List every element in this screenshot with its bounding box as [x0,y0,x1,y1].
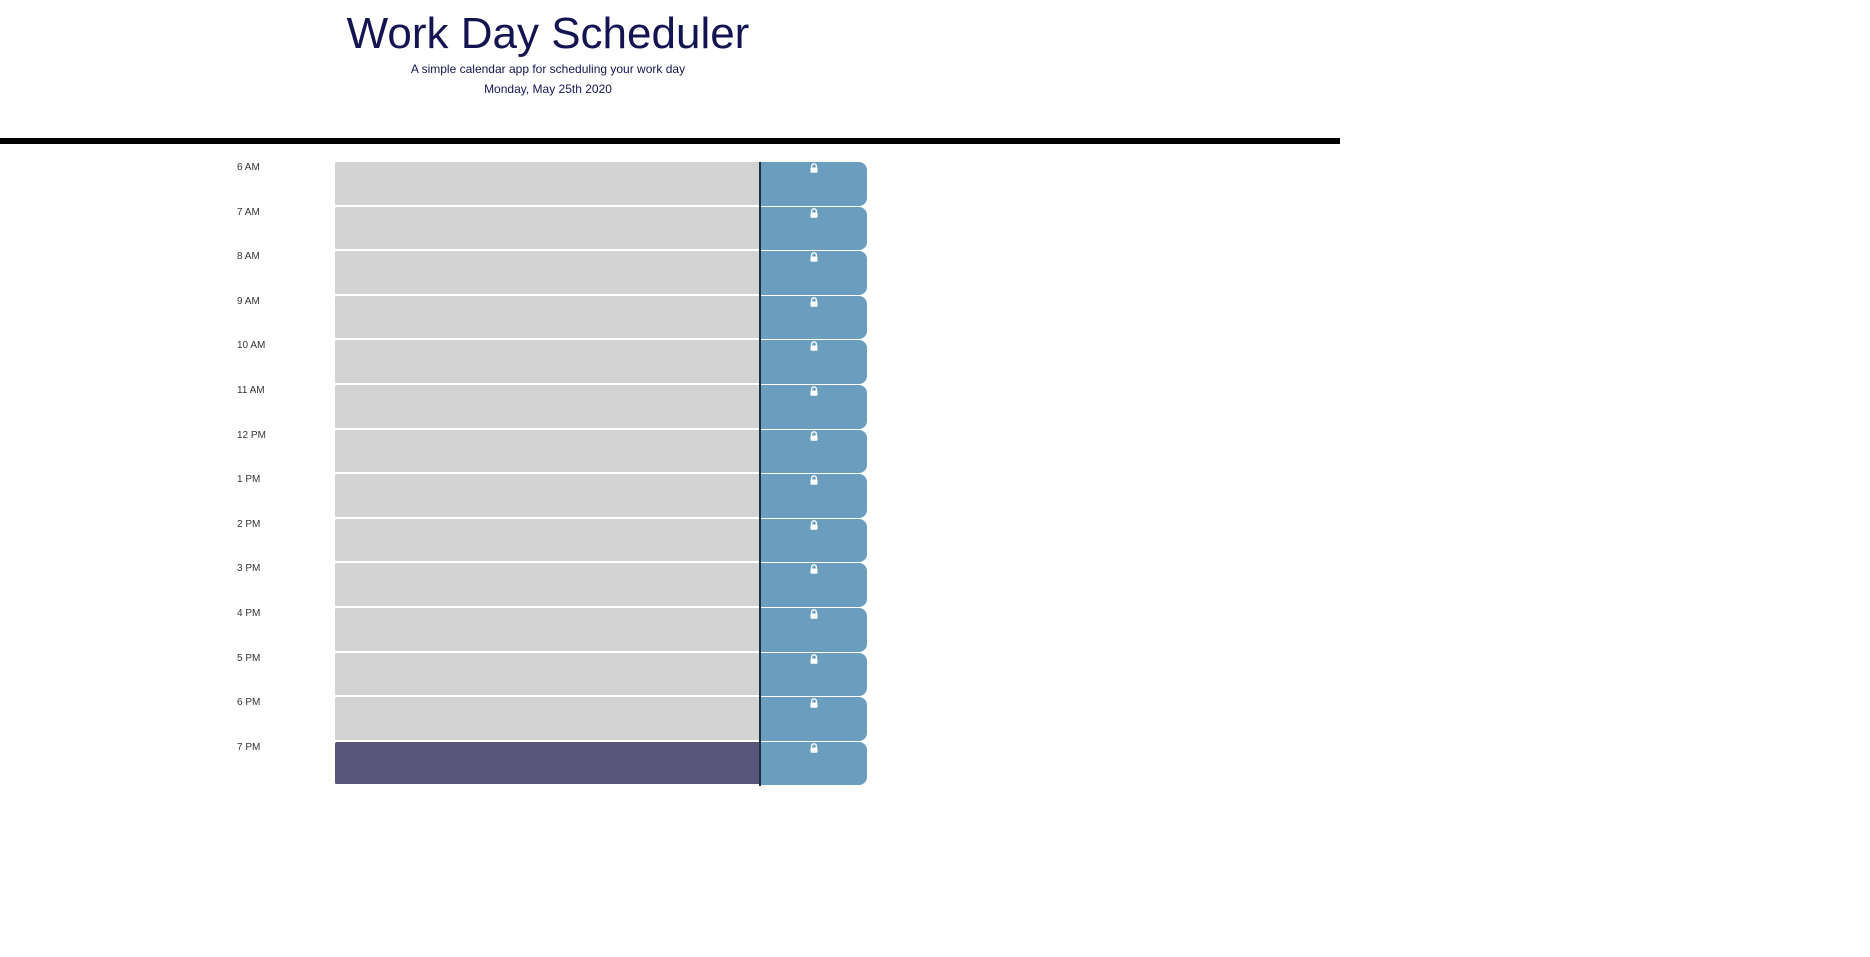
time-block-row: 5 PM [0,652,1340,698]
time-block-row: 7 PM [0,741,1340,787]
hour-label: 3 PM [237,563,261,575]
save-button[interactable] [761,518,867,563]
row-divider [759,206,761,252]
time-block-row: 7 AM [0,206,1340,252]
lock-icon [810,742,818,753]
hour-label: 9 AM [237,295,260,307]
hour-label: 2 PM [237,518,261,530]
save-button[interactable] [761,474,867,518]
task-input[interactable] [335,741,759,786]
task-input[interactable] [335,206,759,251]
lock-icon [810,430,818,441]
time-block-row: 1 PM [0,474,1340,519]
hour-label: 6 PM [237,697,261,709]
time-block-row: 2 PM [0,518,1340,564]
save-button[interactable] [761,697,867,741]
lock-icon [810,698,818,708]
task-input[interactable] [335,384,759,429]
row-divider [759,162,761,207]
task-input[interactable] [335,340,759,384]
lock-icon [810,386,818,396]
hour-label: 7 PM [237,741,261,753]
hour-label: 4 PM [237,607,261,619]
hour-label: 8 AM [237,251,260,263]
row-divider [759,697,761,742]
row-divider [759,607,761,653]
save-button[interactable] [761,340,867,384]
save-button[interactable] [761,429,867,474]
row-divider [759,340,761,385]
hour-label: 6 AM [237,162,260,173]
hour-label: 5 PM [237,652,261,664]
header-divider [0,138,1340,144]
time-block-row: 6 PM [0,697,1340,742]
lock-icon [810,296,818,307]
time-block-row: 6 AM [0,162,1340,207]
hour-label: 1 PM [237,474,261,486]
lock-icon [810,519,818,530]
save-button[interactable] [761,652,867,697]
header: Work Day Scheduler A simple calendar app… [0,0,1340,140]
task-input[interactable] [335,652,759,697]
time-block-row: 12 PM [0,429,1340,475]
lock-icon [810,252,818,262]
hour-label: 11 AM [237,384,265,396]
task-input[interactable] [335,607,759,652]
task-input[interactable] [335,697,759,741]
lock-icon [810,207,818,218]
save-button[interactable] [761,741,867,786]
lock-icon [810,341,818,352]
lock-icon [810,163,818,173]
task-input[interactable] [335,295,759,340]
time-block-row: 3 PM [0,563,1340,608]
hour-label: 7 AM [237,206,260,218]
task-input[interactable] [335,474,759,518]
page-title: Work Day Scheduler [346,9,750,58]
lock-icon [810,564,818,575]
task-input[interactable] [335,429,759,474]
schedule-list: 6 AM 7 AM 8 AM 9 AM 10 AM 11 AM 12 PM 1 PM 2 PM 3… [0,162,1340,787]
lock-icon [810,475,818,485]
row-divider [759,563,761,608]
time-block-row: 10 AM [0,340,1340,385]
task-input[interactable] [335,563,759,607]
row-divider [759,251,761,296]
row-divider [759,384,761,430]
row-divider [759,518,761,564]
row-divider [759,741,761,787]
task-input[interactable] [335,251,759,295]
save-button[interactable] [761,607,867,652]
save-button[interactable] [761,206,867,251]
page-subtitle: A simple calendar app for scheduling you… [410,62,686,76]
row-divider [759,429,761,475]
hour-label: 10 AM [237,340,266,352]
save-button[interactable] [761,162,867,206]
time-block-row: 4 PM [0,607,1340,653]
time-block-row: 9 AM [0,295,1340,341]
row-divider [759,295,761,341]
save-button[interactable] [761,295,867,340]
task-input[interactable] [335,162,759,206]
row-divider [759,652,761,698]
time-block-row: 8 AM [0,251,1340,296]
task-input[interactable] [335,518,759,563]
save-button[interactable] [761,563,867,607]
hour-label: 12 PM [237,429,266,441]
current-date: Monday, May 25th 2020 [484,82,612,96]
save-button[interactable] [761,384,867,429]
row-divider [759,474,761,519]
lock-icon [810,609,818,619]
time-block-row: 11 AM [0,384,1340,430]
save-button[interactable] [761,251,867,295]
lock-icon [810,653,818,664]
